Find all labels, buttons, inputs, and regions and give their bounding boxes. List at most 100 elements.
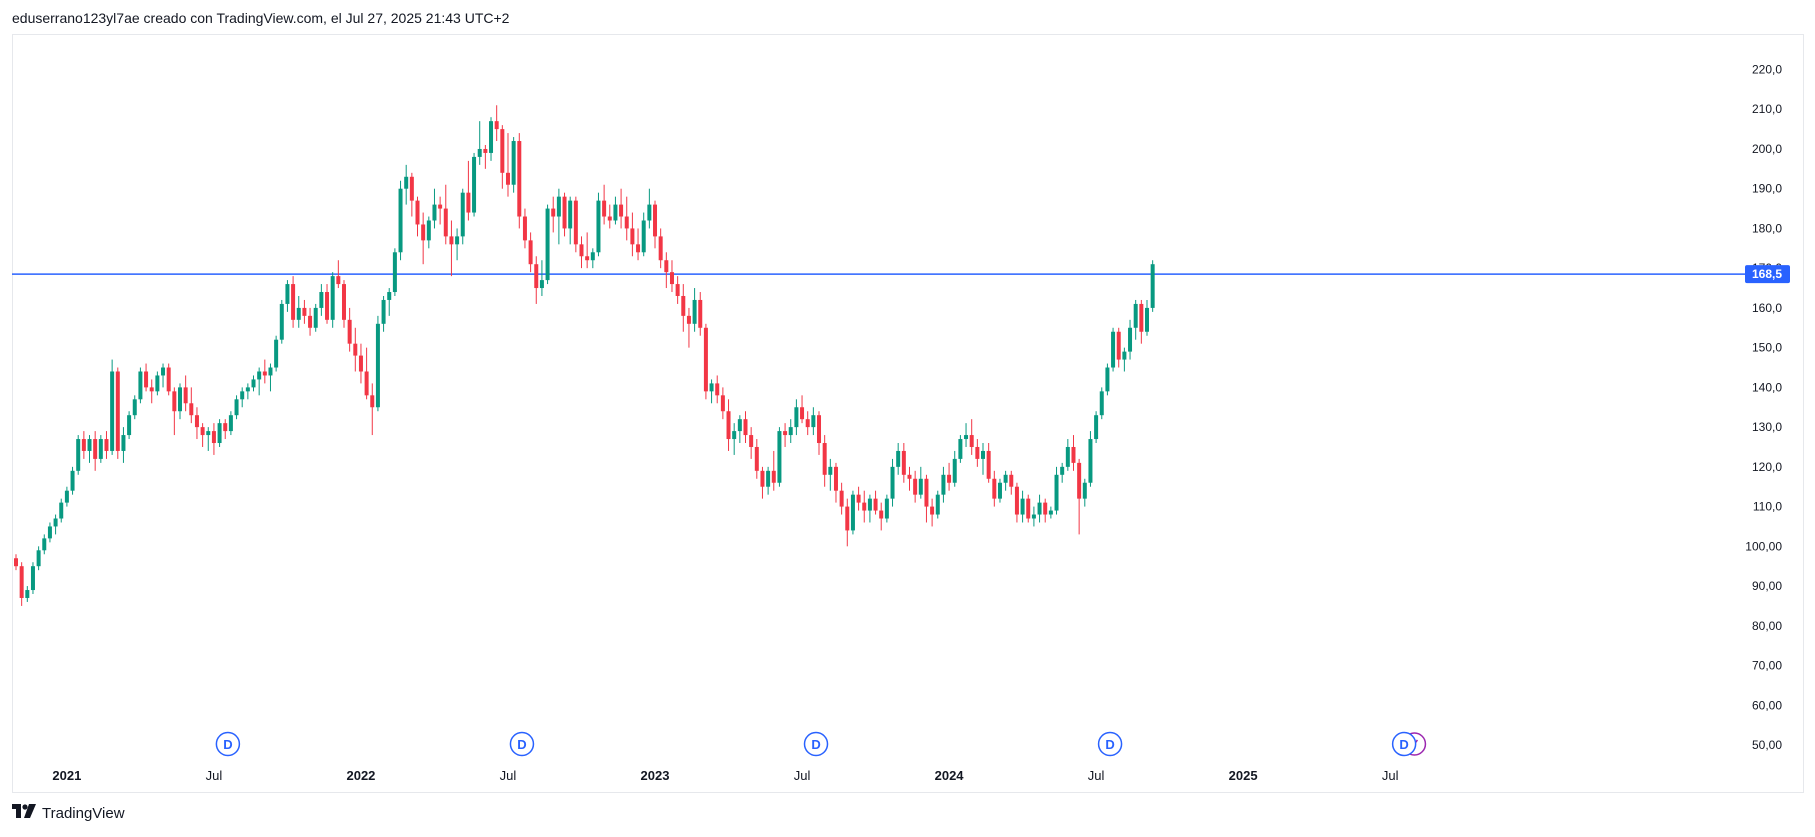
candle [404, 164, 409, 205]
dividend-marker-label: D [1399, 737, 1408, 752]
candle [726, 399, 731, 451]
candle [53, 514, 58, 535]
candle [867, 494, 872, 523]
candle [64, 486, 69, 507]
candle [896, 443, 901, 475]
candle [556, 188, 561, 245]
y-axis[interactable]: 220,0210,0200,0190,0180,0170,0160,0150,0… [1745, 63, 1790, 753]
candle [732, 423, 737, 455]
candle [805, 411, 810, 436]
candle [715, 375, 720, 404]
x-tick-month: Jul [206, 768, 223, 783]
candle [579, 236, 584, 269]
candle [551, 196, 556, 233]
candle [602, 184, 607, 225]
candle [511, 137, 516, 193]
dividend-marker-icon[interactable]: D [1391, 731, 1417, 757]
dividend-marker-icon[interactable]: D [215, 731, 241, 757]
candle [228, 411, 233, 436]
candle [98, 435, 103, 463]
x-axis[interactable]: 2021 Jul 2022 Jul 2023 Jul 2024 Jul 2025 Jul [52, 768, 1398, 783]
y-tick-label: 50,00 [1752, 738, 1782, 752]
candle [585, 232, 590, 269]
candlestick-chart[interactable]: 220,0210,0200,0190,0180,0170,0160,0150,0… [0, 0, 1815, 795]
candle [364, 347, 369, 400]
candle [811, 407, 816, 436]
candle [81, 431, 86, 459]
candle [1088, 431, 1093, 487]
candle [336, 260, 341, 289]
candle [788, 419, 793, 444]
dividend-marker-icon[interactable]: D [1097, 731, 1123, 757]
candle [918, 466, 923, 499]
candle [766, 466, 771, 495]
candle [1003, 470, 1008, 491]
candle [257, 367, 262, 396]
candle [149, 379, 154, 404]
candle [370, 383, 375, 436]
dividend-marker-label: D [517, 737, 526, 752]
candle [1043, 498, 1048, 523]
candle [624, 196, 629, 241]
x-tick-month: Jul [1382, 768, 1399, 783]
candle [200, 423, 205, 447]
candle [562, 192, 567, 237]
brand[interactable]: TradingView [12, 804, 125, 822]
x-tick-year: 2022 [346, 768, 375, 783]
candle [302, 299, 307, 324]
candle [522, 208, 527, 249]
candle [330, 272, 335, 328]
y-tick-label: 210,0 [1752, 102, 1782, 116]
candle [47, 522, 52, 543]
candle [1133, 299, 1138, 340]
candle [1111, 327, 1116, 372]
candle [975, 439, 980, 467]
candle [262, 359, 267, 384]
candle [686, 307, 691, 348]
candle [850, 490, 855, 535]
candle [415, 196, 420, 237]
candle [296, 295, 301, 328]
candle [1065, 439, 1070, 471]
candle [19, 562, 24, 606]
candle [528, 232, 533, 273]
candle [285, 280, 290, 312]
y-tick-label: 80,00 [1752, 619, 1782, 633]
candle [771, 450, 776, 491]
candle [930, 498, 935, 527]
candle [42, 534, 47, 555]
candle [924, 474, 929, 523]
candle [477, 121, 482, 165]
candle [517, 133, 522, 229]
candle [76, 435, 81, 475]
candle [619, 188, 624, 229]
candle [251, 375, 256, 392]
candle [596, 192, 601, 257]
candle [613, 196, 618, 225]
dividend-marker-icon[interactable]: D [803, 731, 829, 757]
candle [647, 188, 652, 229]
candle [211, 423, 216, 455]
candle [1128, 319, 1133, 360]
brand-name: TradingView [42, 804, 125, 822]
candle [1031, 506, 1036, 527]
candle [794, 399, 799, 436]
candle [206, 427, 211, 451]
y-tick-label: 220,0 [1752, 63, 1782, 77]
x-tick-year: 2021 [52, 768, 81, 783]
candle [997, 478, 1002, 503]
dividend-marker-icon[interactable]: D [509, 731, 535, 757]
y-tick-label: 90,00 [1752, 579, 1782, 593]
candle [1150, 260, 1155, 312]
y-tick-label: 60,00 [1752, 698, 1782, 712]
candle [308, 307, 313, 336]
candle [833, 462, 838, 503]
candle [641, 212, 646, 257]
candle [409, 172, 414, 217]
chart-frame[interactable] [12, 34, 1804, 793]
price-label-badge[interactable]: 168,5 [1745, 265, 1790, 284]
candle [669, 260, 674, 293]
candle [534, 256, 539, 304]
y-tick-label: 70,00 [1752, 659, 1782, 673]
candle [161, 363, 166, 388]
